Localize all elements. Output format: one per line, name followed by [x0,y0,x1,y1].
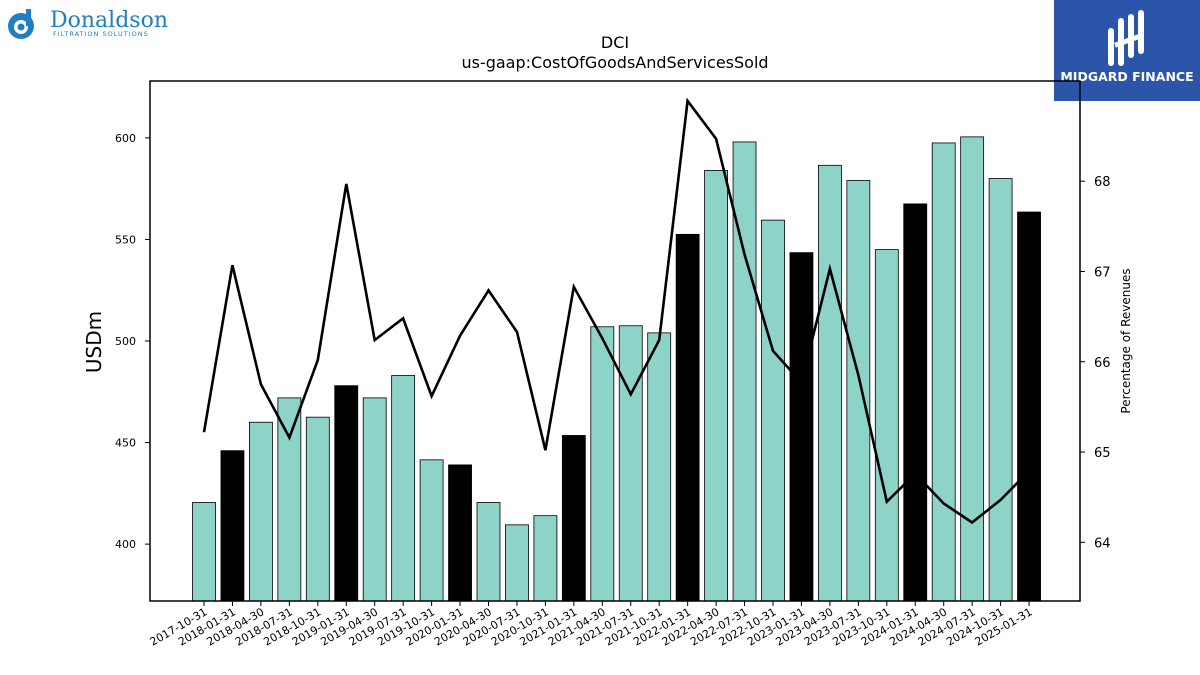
bar [1017,211,1041,602]
bar [761,219,785,602]
bar [675,233,700,602]
y2-tick-label: 67 [1094,265,1111,280]
bar [789,252,814,602]
bar [192,502,216,602]
bar [305,416,330,602]
bar [220,450,245,602]
bar [704,169,728,602]
bar [874,249,899,602]
bar [931,142,956,602]
donaldson-wordmark: Donaldson [50,8,168,33]
y2-tick-label: 66 [1094,356,1111,371]
y-tick-label: 450 [115,437,136,450]
bar [988,178,1013,602]
bar [533,515,558,602]
bar [846,180,871,602]
bar [277,397,302,602]
bar [561,435,586,602]
bar [419,459,444,602]
y-tick-label: 500 [115,335,136,348]
y-tick-label: 600 [115,132,136,145]
bar [448,464,472,602]
y-tick-label: 550 [115,233,136,246]
bar [647,332,672,602]
y2-axis-label: Percentage of Revenues [1119,268,1133,413]
donaldson-emblem-icon [8,9,34,39]
y2-tick-label: 64 [1094,536,1111,551]
chart-title: DCI [601,33,629,52]
bar [818,164,842,602]
donaldson-tagline: FILTRATION SOLUTIONS [53,30,149,38]
midgard-wordmark: MIDGARD FINANCE [1060,69,1193,84]
y2-tick-label: 68 [1094,175,1111,190]
bar [732,141,757,602]
bar [590,326,615,602]
bar [248,421,273,602]
donaldson-logo: Donaldson FILTRATION SOLUTIONS [4,6,184,46]
chart-subtitle: us-gaap:CostOfGoodsAndServicesSold [461,53,768,72]
percentage-line [202,97,1030,525]
bar [903,203,928,602]
y-axis-label: USDm [82,311,106,373]
bar [618,325,643,602]
midgard-finance-logo: MIDGARD FINANCE [1054,0,1200,101]
midgard-emblem-icon [1108,10,1144,66]
y-tick-label: 400 [115,538,136,551]
bar [362,397,387,602]
bar [476,502,501,602]
bar [334,385,359,602]
bar [505,524,529,602]
bar [391,375,416,602]
bar [960,136,985,602]
y2-tick-label: 65 [1094,446,1111,461]
